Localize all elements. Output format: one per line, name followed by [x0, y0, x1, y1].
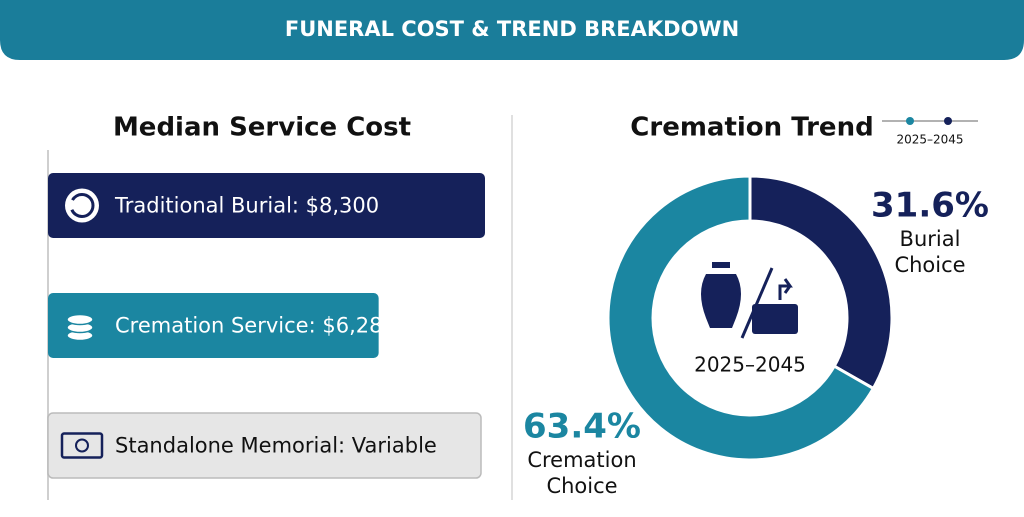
bar-label: Traditional Burial: $8,300 [114, 194, 379, 218]
casket-icon [752, 304, 798, 334]
bar-label: Cremation Service: $6,280 [115, 314, 396, 338]
donut-segment [748, 174, 894, 391]
center-label: 2025–2045 [694, 353, 806, 377]
icon [60, 432, 104, 459]
icon [75, 438, 89, 453]
urn-icon [701, 262, 741, 328]
category-label: Cremation Choice [527, 448, 636, 498]
timeline-label: 2025–2045 [896, 133, 963, 147]
donut-segment [606, 174, 876, 462]
panel-title: Cremation Trend [630, 113, 873, 143]
bar [48, 293, 379, 358]
bar-placeholder [47, 412, 482, 479]
header-bar [0, 0, 1024, 60]
icon-slash [740, 267, 774, 339]
category-label: Burial Choice [894, 227, 965, 277]
icon [66, 313, 94, 326]
bar [48, 173, 485, 238]
header-title: FUNERAL COST & TREND BREAKDOWN [285, 17, 739, 41]
timeline-dot [944, 117, 952, 125]
value-label: 63.4% [523, 407, 641, 447]
bar-label: Standalone Memorial: Variable [115, 434, 437, 458]
panel-title: Median Service Cost [113, 113, 411, 143]
arrow-icon [778, 278, 793, 300]
timeline-dot [906, 117, 914, 125]
value-label: 31.6% [871, 186, 989, 226]
icon [69, 193, 95, 218]
